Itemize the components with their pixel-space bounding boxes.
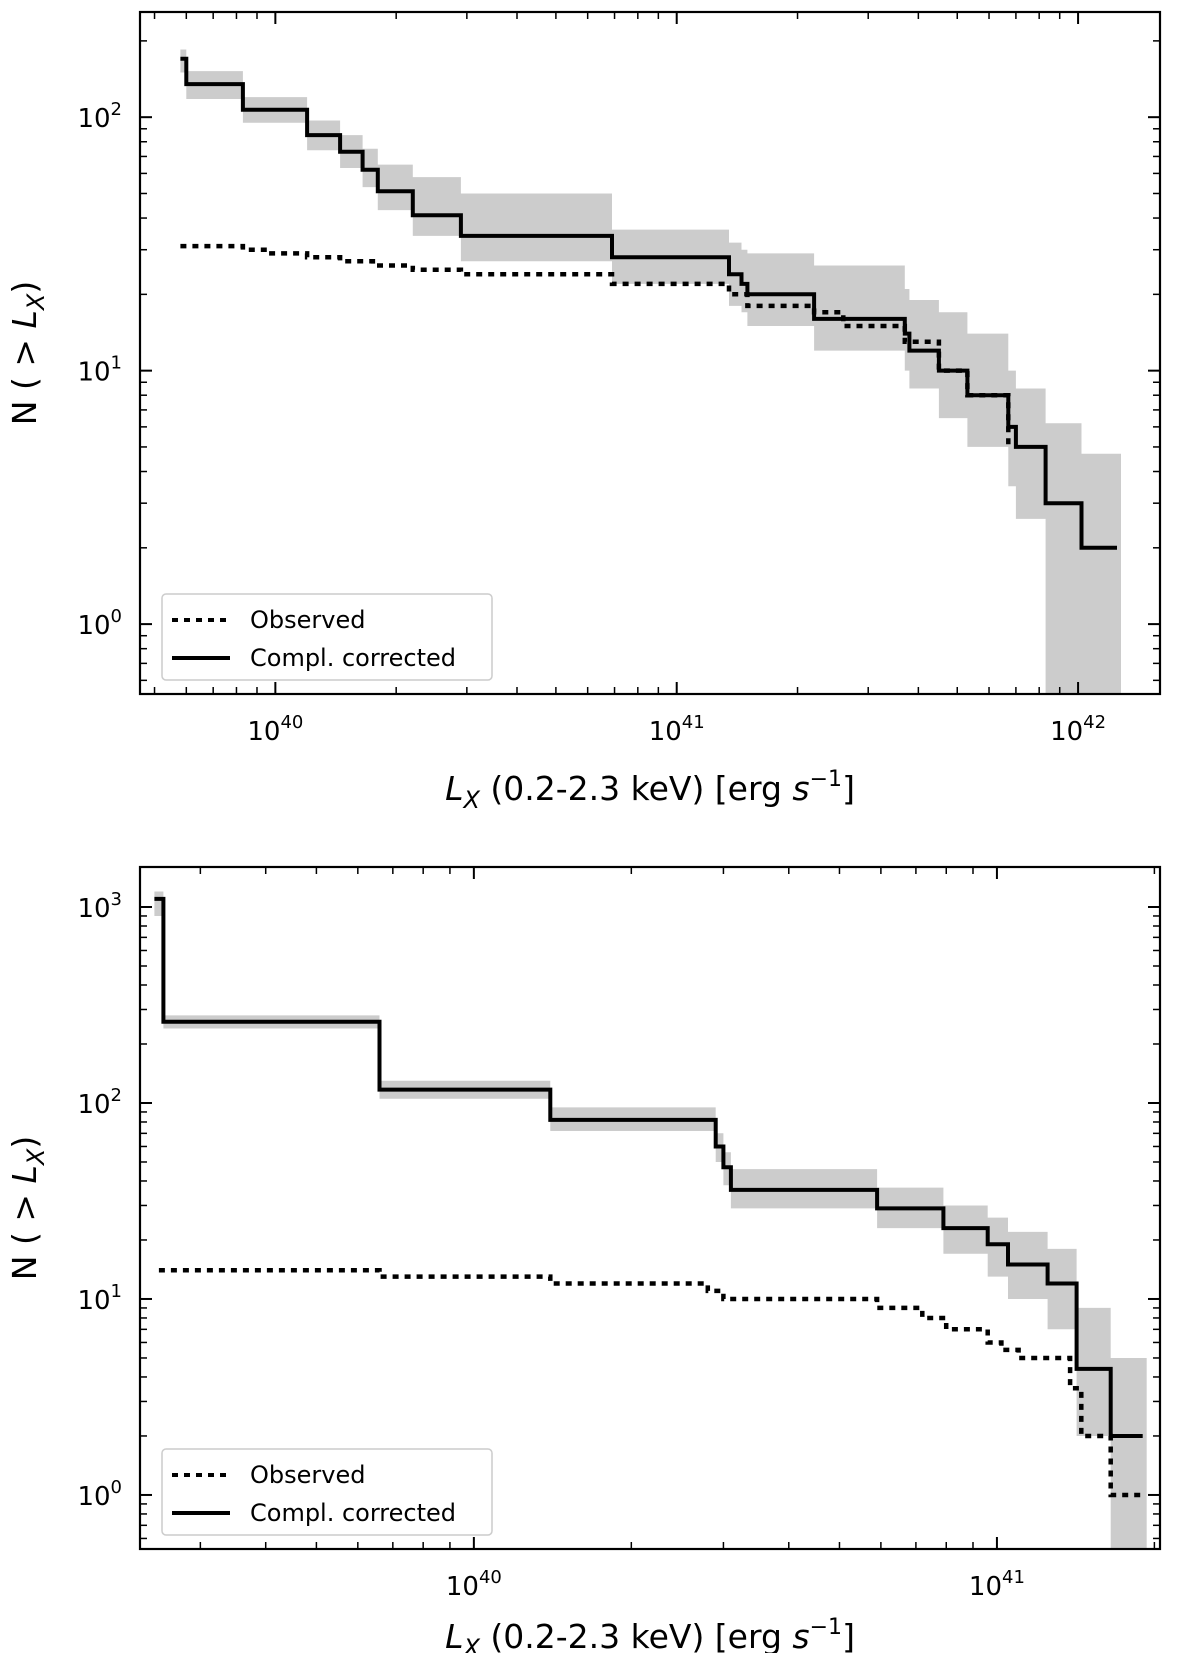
plot-area (154, 891, 1147, 1549)
x-tick-label: 1040 (446, 1567, 502, 1602)
axes-frame (138, 10, 1162, 696)
ticks (140, 867, 1160, 1549)
x-axis-label: LX (0.2-2.3 keV) [erg s−1] (445, 1615, 855, 1653)
series-observed (180, 243, 1011, 447)
y-axis-label: N ( > LX) (5, 1136, 50, 1280)
y-tick-label: 101 (77, 1281, 122, 1316)
y-tick-label: 100 (77, 1477, 122, 1512)
legend-label: Compl. corrected (250, 1499, 456, 1527)
x-axis-label: LX (0.2-2.3 keV) [erg s−1] (445, 767, 855, 814)
x-tick-label: 1042 (1050, 712, 1106, 747)
y-tick-label: 100 (77, 606, 122, 641)
y-tick-label: 102 (77, 99, 122, 134)
legend-label: Observed (250, 606, 365, 634)
legend-label: Observed (250, 1461, 365, 1489)
ticks (140, 12, 1160, 694)
plot-area (180, 49, 1121, 694)
legend: Observed Compl. corrected (161, 1448, 493, 1536)
axes-frame (138, 865, 1162, 1551)
y-axis-label: N ( > LX) (5, 281, 50, 425)
series-observed (158, 1268, 1143, 1498)
x-tick-label: 1040 (247, 712, 303, 747)
x-tick-label: 1041 (969, 1567, 1025, 1602)
bottom-panel: 1040 1041 100 101 102 103 LX (0.2-2.3 keV) [er… (5, 865, 1162, 1653)
x-tick-label: 1041 (649, 712, 705, 747)
uncertainty-band (180, 49, 1121, 694)
series-compl-corrected (154, 896, 1143, 1438)
top-panel: 1040 1041 1042 100 101 102 LX (0.2-2.3 keV) [e… (5, 10, 1162, 814)
legend: Observed Compl. corrected (161, 593, 493, 681)
uncertainty-band (154, 891, 1147, 1549)
series-compl-corrected (180, 56, 1117, 550)
y-tick-label: 101 (77, 353, 122, 388)
y-tick-label: 103 (77, 889, 122, 924)
legend-label: Compl. corrected (250, 644, 456, 672)
y-tick-label: 102 (77, 1085, 122, 1120)
